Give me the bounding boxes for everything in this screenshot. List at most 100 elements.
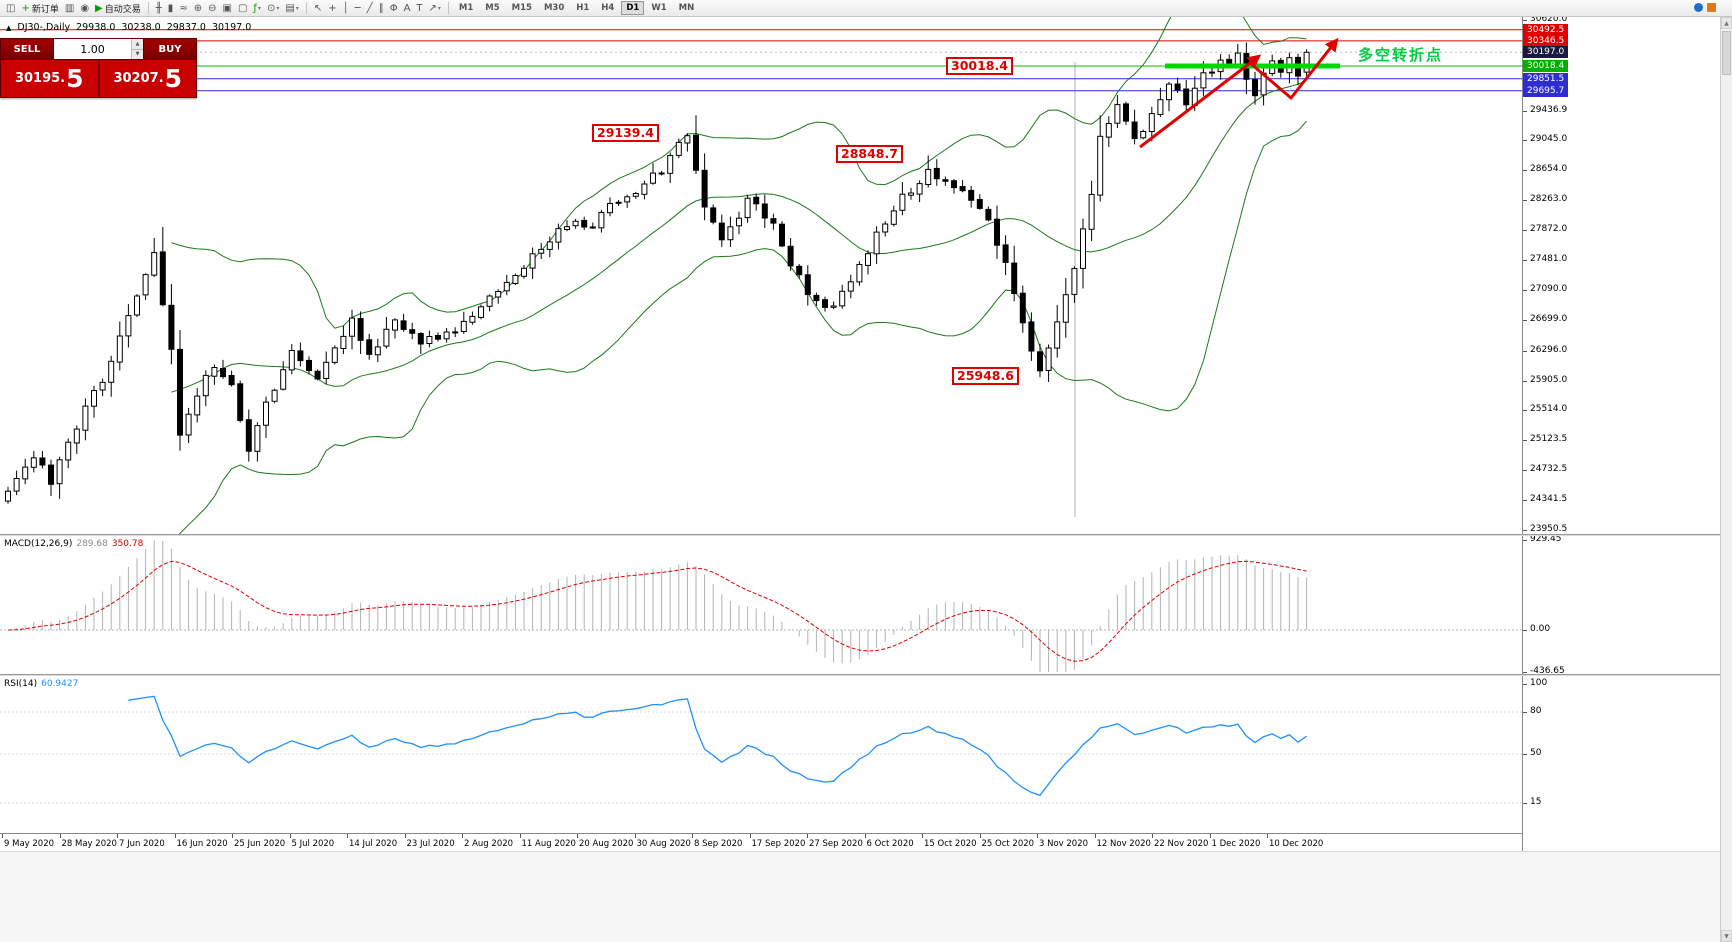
date-tick-mark [634,834,636,838]
cursor-icon-glyph: ↖ [313,2,323,14]
date-label: 9 May 2020 [4,839,55,849]
templates-icon[interactable]: ▤ ▾ [282,1,301,16]
connection-status-icon[interactable] [1694,3,1703,12]
bollinger-upper-band [171,17,1307,329]
price-callout[interactable]: 25948.6 [952,367,1019,385]
data-window-icon[interactable]: ◉ [77,1,92,16]
candles-chart-icon[interactable]: ▮ [165,1,177,16]
data-window-icon-glyph: ◉ [80,2,90,14]
channel-icon[interactable]: ∥ [376,1,387,16]
price-badge-30492.5[interactable]: 30492.5 [1523,23,1569,36]
axis-tick-mark [1523,20,1527,21]
date-axis[interactable]: 9 May 2020 28 May 2020 7 Jun 2020 16 Jun 20… [0,833,1522,851]
text-icon[interactable]: A [401,1,414,16]
rsi-panel[interactable]: RSI(14) 60.9427 [0,676,1522,833]
buy-price[interactable]: 30207. 5 [99,60,196,97]
autotrading-button[interactable]: ▶ 自动交易 [92,1,144,16]
volume-input[interactable]: 1.00 [80,42,105,56]
profiles-icon[interactable]: ▥ [62,1,77,16]
axis-tick-mark [1523,672,1527,674]
sell-price[interactable]: 30195. 5 [1,60,100,97]
zoom-out-icon[interactable]: ⊖ [205,1,219,16]
price-callout[interactable]: 28848.7 [836,145,903,163]
new-chart-icon[interactable]: ◫ [3,1,18,16]
trend-arrow-2[interactable] [1249,37,1339,100]
new-order-button[interactable]: + 新订单 [18,1,61,16]
timeframe-mn[interactable]: MN [678,3,695,13]
price-tick-24341.5: 24341.5 [1530,494,1568,505]
vertical-line-icon[interactable]: │ [340,1,352,16]
macd-canvas [0,540,1522,672]
timeframe-m5[interactable]: M5 [485,3,500,13]
timeframe-h4[interactable]: H4 [601,3,615,13]
toolbar-separator [447,2,449,14]
price-callout[interactable]: 29139.4 [592,124,659,142]
price-tick-26699.0: 26699.0 [1530,313,1568,324]
crosshair-icon[interactable]: + [325,1,339,16]
price-chart-panel[interactable]: ▲ DJ30-,Daily 29938.0 30238.0 29837.0 30… [0,17,1522,534]
zoom-in-icon[interactable]: ⊕ [191,1,205,16]
line-chart-icon[interactable]: ≈ [176,1,190,16]
bars-chart-icon-glyph: ╫ [155,2,162,14]
indicators-icon-glyph: ƒ [253,2,257,14]
volume-increase-button[interactable]: ▲ [132,39,143,50]
arrows-icon-glyph: ↗ [428,2,437,14]
fibonacci-icon[interactable]: Φ [387,1,401,16]
indicators-icon[interactable]: ƒ ▾ [250,1,264,16]
axis-tick-mark [1523,260,1527,261]
panel-splitter[interactable] [0,674,1720,676]
price-axis[interactable]: 30620.0 29436.9 29045.0 28654.0 28263.0 27872… [1522,17,1720,851]
rsi-scale-100: 100 [1530,678,1548,688]
bollinger-middle-band [171,79,1307,393]
timeframe-d1[interactable]: D1 [621,1,645,15]
timeframe-m15[interactable]: M15 [511,3,532,13]
date-label: 14 Jul 2020 [349,839,398,849]
vertical-scrollbar[interactable]: ▲ ▼ [1720,17,1732,942]
axis-tick-mark [1523,410,1527,412]
timeframe-w1[interactable]: W1 [651,3,667,13]
price-badge-29695.7[interactable]: 29695.7 [1523,84,1569,97]
date-label: 3 Nov 2020 [1039,839,1089,849]
scroll-down-button[interactable]: ▼ [1721,930,1732,942]
panel-splitter[interactable] [0,534,1720,536]
timeframe-m1[interactable]: M1 [458,3,474,13]
arrows-icon[interactable]: ↗ ▾ [426,1,444,16]
sell-button[interactable]: SELL [1,39,53,59]
timeframe-m30[interactable]: M30 [543,3,565,13]
price-callout[interactable]: 30018.4 [946,57,1013,75]
trendline-icon[interactable]: ╱ [364,1,376,16]
scrollbar-thumb[interactable] [1722,31,1731,75]
date-tick-mark [979,834,981,838]
chart-note-label[interactable]: 多空转折点 [1358,46,1444,64]
new-chart-icon-glyph: ◫ [6,2,16,14]
timeframe-h1[interactable]: H1 [576,3,590,13]
periods-icon[interactable]: ⊙ ▾ [264,1,282,16]
trend-arrow-1[interactable] [1139,54,1262,149]
alert-status-icon[interactable] [1707,3,1716,12]
axis-tick-mark [1523,754,1527,755]
buy-button[interactable]: BUY [144,39,196,59]
ohlc-low: 29837.0 [166,22,206,33]
cursor-icon[interactable]: ↖ [311,1,325,16]
scroll-up-button[interactable]: ▲ [1721,17,1732,29]
rsi-scale-80: 80 [1530,706,1542,716]
price-badge-30346.5[interactable]: 30346.5 [1523,34,1569,47]
price-badge-29851.5[interactable]: 29851.5 [1523,72,1569,85]
horizontal-line-icon[interactable]: ─ [352,1,364,16]
tile-windows-icon[interactable]: ▣ [219,1,234,16]
auto-arrange-icon[interactable]: ▢ [235,1,250,16]
date-label: 27 Sep 2020 [809,839,863,849]
macd-panel[interactable]: MACD(12,26,9) 289.68 350.78 [0,536,1522,674]
volume-decrease-button[interactable]: ▼ [132,49,143,59]
text-label-icon[interactable]: T [413,1,425,16]
date-tick-mark [1094,834,1096,838]
price-badge-30197.0[interactable]: 30197.0 [1523,46,1569,59]
candlesticks [5,42,1310,504]
price-chart-canvas[interactable] [0,17,1522,534]
text-icon-glyph: A [403,2,411,14]
zoom-in-icon-glyph: ⊕ [193,2,203,14]
symbol-marker-icon: ▲ [6,23,12,32]
bars-chart-icon[interactable]: ╫ [153,1,165,16]
tile-windows-icon-glyph: ▣ [222,2,232,14]
price-badge-30018.4[interactable]: 30018.4 [1523,60,1569,72]
